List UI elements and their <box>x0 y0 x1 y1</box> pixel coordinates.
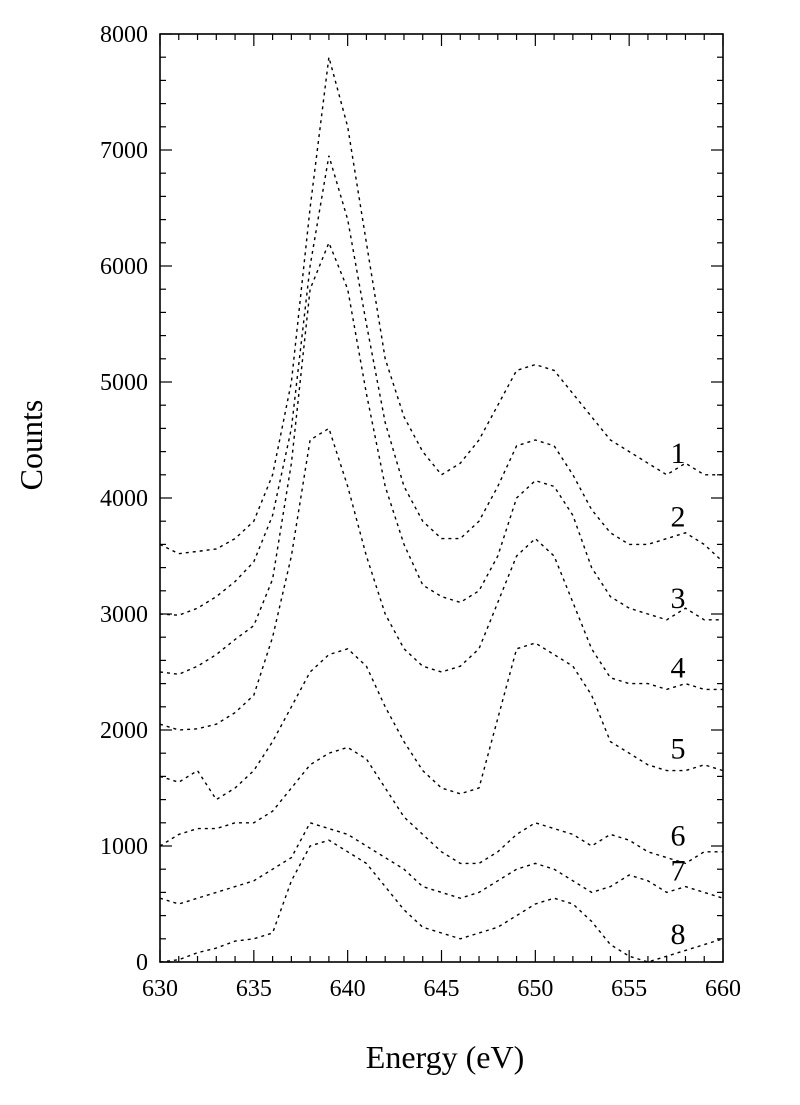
series-line-6 <box>159 746 723 865</box>
plot-frame <box>159 33 724 963</box>
y-tick-label: 5000 <box>100 370 148 396</box>
y-axis-title: Counts <box>13 400 49 491</box>
x-tick-label: 650 <box>517 976 553 1002</box>
series-line-4 <box>159 427 723 731</box>
series-label-4: 4 <box>670 651 685 684</box>
x-tick-label: 635 <box>236 976 272 1002</box>
series-label-1: 1 <box>670 437 685 470</box>
x-tick-label: 630 <box>142 976 178 1002</box>
x-tick-label: 645 <box>424 976 460 1002</box>
series-label-7: 7 <box>670 854 685 887</box>
series-line-7 <box>159 821 724 905</box>
series-label-8: 8 <box>670 918 685 951</box>
x-tick-label: 655 <box>611 976 647 1002</box>
x-tick-label: 640 <box>330 976 366 1002</box>
axis-ticks-group: 630 635 640 645 650 655 6600100020003000400050… <box>100 22 741 1002</box>
y-tick-label: 1000 <box>100 834 148 860</box>
series-line-1 <box>159 57 723 555</box>
series-label-3: 3 <box>670 582 685 615</box>
y-tick-label: 8000 <box>100 22 148 48</box>
series-label-5: 5 <box>670 733 685 766</box>
series-line-8 <box>159 839 724 963</box>
y-tick-label: 2000 <box>100 718 148 744</box>
series-label-6: 6 <box>670 820 685 853</box>
series-labels-group: 1 2 3 4 5 67 8 <box>670 437 685 951</box>
y-tick-label: 7000 <box>100 138 148 164</box>
series-group <box>159 57 724 963</box>
series-line-3 <box>159 240 723 676</box>
plot-frame-group <box>159 33 724 963</box>
y-tick-label: 6000 <box>100 254 148 280</box>
x-axis-title: Energy (eV) <box>366 1039 524 1075</box>
y-tick-label: 0 <box>136 950 148 976</box>
y-tick-label: 3000 <box>100 602 148 628</box>
series-line-5 <box>159 642 724 801</box>
series-label-2: 2 <box>670 501 685 534</box>
y-tick-label: 4000 <box>100 486 148 512</box>
series-line-2 <box>159 155 724 616</box>
x-tick-label: 660 <box>705 976 741 1002</box>
